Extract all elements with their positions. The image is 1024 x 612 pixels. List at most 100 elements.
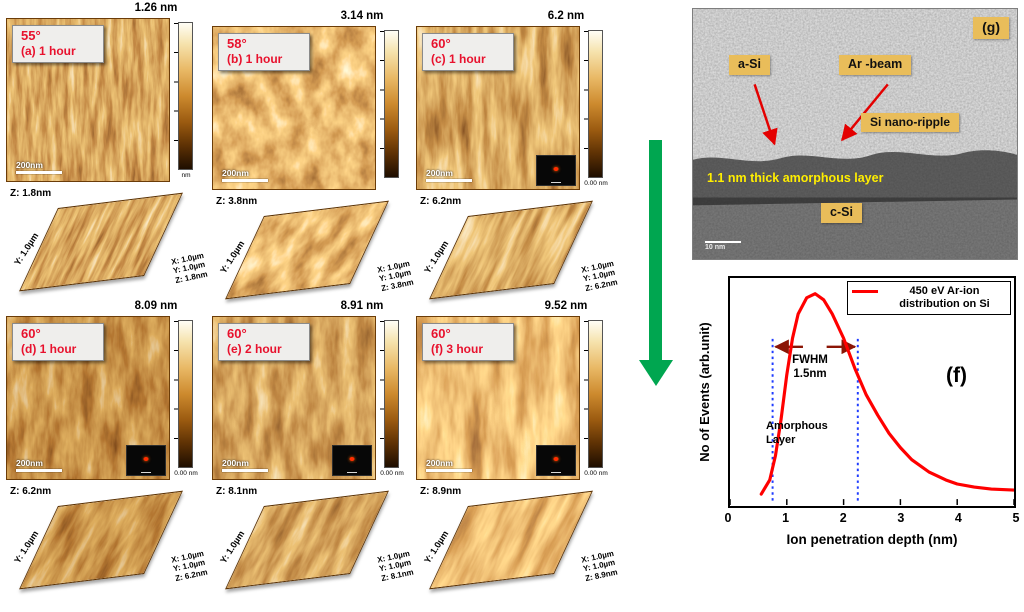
panel-label-box: 55° (a) 1 hour bbox=[12, 25, 104, 63]
scalebar-line bbox=[222, 469, 268, 472]
colorbar-max-label: 9.52 nm bbox=[544, 300, 588, 312]
axis-annotations: X: 1.0µm Y: 1.0µm Z: 3.8nm bbox=[376, 259, 414, 294]
afm-panel: 9.52 nm 60° (f) 3 hour 200nm 0.00 nm Z: … bbox=[414, 300, 620, 600]
surface-texture bbox=[226, 491, 388, 589]
panel-label-box: 60° (c) 1 hour bbox=[422, 33, 514, 71]
panel-label-box: 60° (d) 1 hour bbox=[12, 323, 104, 361]
a-si-label: a-Si bbox=[729, 55, 770, 75]
scalebar: 200nm bbox=[222, 458, 268, 472]
scalebar: 200nm bbox=[426, 168, 472, 182]
surface-texture bbox=[430, 491, 592, 589]
x-tick-3: 3 bbox=[897, 511, 905, 525]
scalebar-line bbox=[16, 469, 62, 472]
height-colorbar bbox=[174, 320, 193, 468]
y-axis-title: No of Events (arb.unit) bbox=[697, 322, 712, 462]
axis-annotations: X: 1.0µm Y: 1.0µm Z: 6.2nm bbox=[580, 259, 618, 294]
axis-annotations: X: 1.0µm Y: 1.0µm Z: 6.2nm bbox=[170, 549, 208, 584]
afm-panel: 3.14 nm 58° (b) 1 hour 200nm Z: 3.8nm Y: bbox=[210, 10, 416, 310]
scalebar: 200nm bbox=[16, 160, 62, 174]
ar-beam-label: Ar -beam bbox=[839, 55, 912, 75]
colorbar-min-label: 0.00 nm bbox=[174, 470, 198, 477]
fft-spot-icon bbox=[349, 457, 355, 462]
fwhm-annotation-line2: 1.5nm bbox=[793, 367, 827, 380]
legend-label: 450 eV Ar-ion distribution on Si bbox=[899, 285, 990, 310]
x-tick-0: 0 bbox=[724, 511, 732, 525]
scalebar-label: 200nm bbox=[222, 458, 249, 468]
z-range-label: Z: 3.8nm bbox=[216, 196, 258, 207]
amorphous-annotation-line1: Amorphous bbox=[766, 420, 828, 432]
fft-scalebar bbox=[141, 471, 151, 473]
tem-image bbox=[693, 9, 1017, 259]
tem-scalebar: 10 nm bbox=[705, 241, 741, 251]
down-arrow-icon bbox=[649, 140, 662, 360]
colorbar-min-label: 0.00 nm bbox=[584, 470, 608, 477]
amorphous-annotation-line2: Layer bbox=[766, 433, 796, 446]
afm-3d-view: Z: 6.2nm Y: 1.0µm X: 1.0µm Y: 1.0µm Z: 6… bbox=[414, 196, 620, 310]
plot-chart bbox=[730, 292, 1014, 506]
scalebar: 200nm bbox=[426, 458, 472, 472]
colorbar-max-label: 6.2 nm bbox=[547, 10, 585, 22]
afm-3d-surface bbox=[429, 200, 593, 300]
afm-3d-surface bbox=[429, 490, 593, 590]
afm-3d-surface bbox=[225, 490, 389, 590]
scalebar-label: 200nm bbox=[222, 168, 249, 178]
fwhm-annotation-line1: FWHM bbox=[792, 354, 828, 366]
afm-3d-view: Z: 1.8nm Y: 1.0µm X: 1.0µm Y: 1.0µm Z: 1… bbox=[4, 188, 210, 302]
arrow-ar-beam bbox=[841, 83, 889, 142]
z-range-label: Z: 8.9nm bbox=[420, 486, 462, 497]
fft-inset bbox=[126, 445, 166, 476]
height-colorbar bbox=[584, 320, 603, 468]
colorbar-max-label: 8.09 nm bbox=[134, 300, 178, 312]
afm-3d-view: Z: 6.2nm Y: 1.0µm X: 1.0µm Y: 1.0µm Z: 6… bbox=[4, 486, 210, 600]
c-si-label: c-Si bbox=[821, 203, 862, 223]
panel-label-box: 60° (f) 3 hour bbox=[422, 323, 514, 361]
colorbar-max-label: 3.14 nm bbox=[340, 10, 384, 22]
afm-panel: 8.91 nm 60° (e) 2 hour 200nm 0.00 nm Z: … bbox=[210, 300, 416, 600]
afm-3d-view: Z: 8.1nm Y: 1.0µm X: 1.0µm Y: 1.0µm Z: 8… bbox=[210, 486, 416, 600]
panel-label-box: 60° (e) 2 hour bbox=[218, 323, 310, 361]
panel-time-label: (b) 1 hour bbox=[227, 51, 283, 66]
height-colorbar bbox=[380, 320, 399, 468]
height-colorbar bbox=[380, 30, 399, 178]
afm-3d-view: Z: 8.9nm Y: 1.0µm X: 1.0µm Y: 1.0µm Z: 8… bbox=[414, 486, 620, 600]
axis-annotations: X: 1.0µm Y: 1.0µm Z: 8.9nm bbox=[580, 549, 618, 584]
x-tick-4: 4 bbox=[954, 511, 962, 525]
x-axis-title: Ion penetration depth (nm) bbox=[786, 532, 958, 547]
afm-2d-image: 60° (c) 1 hour 200nm bbox=[416, 26, 580, 190]
scalebar-label: 200nm bbox=[16, 458, 43, 468]
fft-inset bbox=[536, 155, 576, 186]
scalebar-line bbox=[16, 171, 62, 174]
afm-panel: 1.26 nm 55° (a) 1 hour 200nm nm Z: 1.8nm bbox=[4, 2, 210, 302]
surface-texture bbox=[430, 201, 592, 299]
incidence-angle-label: 60° bbox=[227, 326, 247, 341]
axis-annotations: X: 1.0µm Y: 1.0µm Z: 8.1nm bbox=[376, 549, 414, 584]
tem-scalebar-line bbox=[705, 241, 741, 243]
z-range-label: Z: 8.1nm bbox=[216, 486, 258, 497]
afm-3d-view: Z: 3.8nm Y: 1.0µm X: 1.0µm Y: 1.0µm Z: 3… bbox=[210, 196, 416, 310]
fft-inset bbox=[332, 445, 372, 476]
scalebar-line bbox=[426, 179, 472, 182]
afm-2d-image: 60° (d) 1 hour 200nm bbox=[6, 316, 170, 480]
fft-spot-icon bbox=[553, 457, 559, 462]
colorbar-min-label: nm bbox=[181, 172, 191, 179]
panel-time-label: (e) 2 hour bbox=[227, 341, 282, 356]
x-tick-5: 5 bbox=[1012, 511, 1020, 525]
tem-panel-g: (g) a-Si Ar -beam Si nano-ripple 1.1 nm … bbox=[692, 8, 1018, 260]
plot-box: 450 eV Ar-ion distribution on Si FWHM 1.… bbox=[728, 276, 1016, 508]
scalebar: 200nm bbox=[16, 458, 62, 472]
incidence-angle-label: 55° bbox=[21, 28, 41, 43]
panel-f-label: (f) bbox=[946, 364, 967, 387]
fft-spot-icon bbox=[553, 167, 559, 172]
scalebar-label: 200nm bbox=[16, 160, 43, 170]
fft-scalebar bbox=[551, 181, 561, 183]
afm-panel: 6.2 nm 60° (c) 1 hour 200nm 0.00 nm Z: 6… bbox=[414, 10, 620, 310]
x-tick-1: 1 bbox=[782, 511, 790, 525]
amorphous-layer-label: 1.1 nm thick amorphous layer bbox=[707, 171, 884, 185]
legend: 450 eV Ar-ion distribution on Si bbox=[847, 281, 1011, 315]
x-axis-tick-marks bbox=[730, 499, 1014, 506]
afm-3d-surface bbox=[19, 192, 183, 292]
panel-time-label: (c) 1 hour bbox=[431, 51, 486, 66]
colorbar-min-label: 0.00 nm bbox=[584, 180, 608, 187]
colorbar-min-label: 0.00 nm bbox=[380, 470, 404, 477]
